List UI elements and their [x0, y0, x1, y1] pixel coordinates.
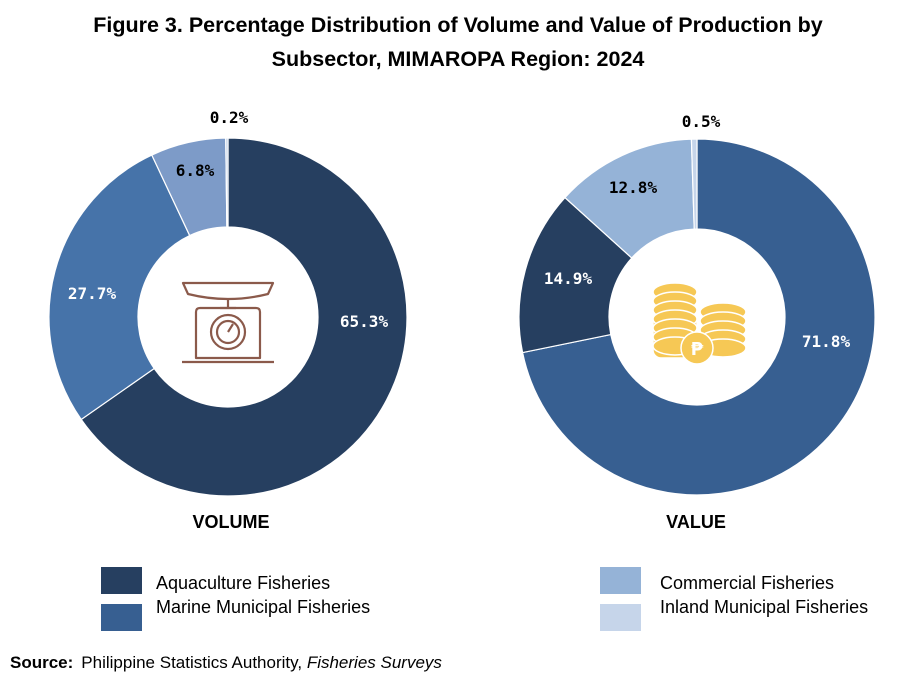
chart-title: Figure 3. Percentage Distribution of Vol…: [0, 8, 916, 76]
scale-icon: [181, 281, 275, 364]
source-text: Philippine Statistics Authority,: [81, 653, 307, 672]
value-data-label-aquaculture-fisheries: 14.9%: [544, 269, 593, 288]
volume-data-label-inland-municipal-fisheries: 0.2%: [210, 108, 249, 127]
volume-data-label-commercial-fisheries: 6.8%: [176, 161, 215, 180]
volume-donut-hole: [138, 227, 318, 407]
value-chart-label: VALUE: [666, 512, 726, 532]
chart-title-line-1: Figure 3. Percentage Distribution of Vol…: [93, 13, 823, 37]
value-data-label-inland-municipal-fisheries: 0.5%: [682, 112, 721, 131]
source-italic-text: Fisheries Surveys: [306, 653, 442, 672]
legend-label-commercial: Commercial Fisheries: [660, 573, 835, 593]
legend-swatch-commercial: [600, 567, 641, 594]
volume-data-label-aquaculture-fisheries: 65.3%: [340, 312, 389, 331]
value-data-label-commercial-fisheries: 12.8%: [609, 178, 658, 197]
source-label: Source:: [10, 653, 74, 672]
legend-swatch-marine-municipal: [101, 604, 142, 631]
legend-swatch-inland-municipal: [600, 604, 641, 631]
legend-label-aquaculture: Aquaculture Fisheries: [156, 573, 331, 593]
volume-slice-marine-municipal-fisheries: [48, 154, 191, 421]
legend-label-marine-municipal: Marine Municipal Fisheries: [156, 597, 371, 617]
peso-coins-icon: ₱: [652, 282, 747, 365]
legend-label-inland-municipal: Inland Municipal Fisheries: [660, 597, 869, 617]
value-data-label-marine-municipal-fisheries: 71.8%: [802, 332, 851, 351]
source-note: Source: Philippine Statistics Authority, …: [10, 653, 442, 673]
chart-title-line-2: Subsector, MIMAROPA Region: 2024: [271, 47, 645, 71]
volume-chart-label: VOLUME: [192, 512, 270, 532]
legend-swatch-aquaculture: [101, 567, 142, 594]
svg-text:₱: ₱: [691, 339, 704, 360]
volume-data-label-marine-municipal-fisheries: 27.7%: [68, 284, 117, 303]
